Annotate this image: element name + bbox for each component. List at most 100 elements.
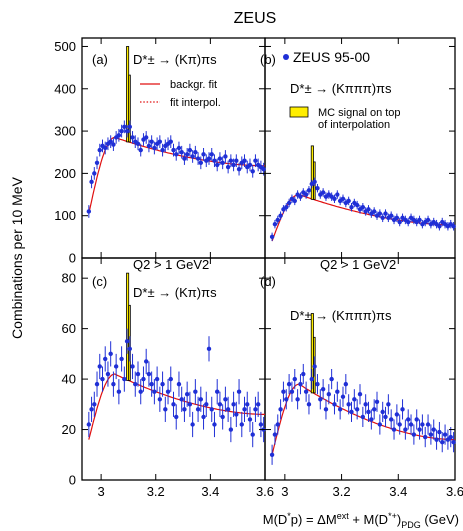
- panel-d-point: [298, 381, 303, 387]
- panel-a-point: [190, 154, 195, 159]
- legend-data-label: ZEUS 95-00: [293, 49, 370, 65]
- panel-c-q2: Q2 > 1 GeV2: [133, 257, 209, 272]
- panel-d-point: [408, 422, 414, 427]
- panel-d-point: [340, 394, 346, 399]
- panel-c-point: [198, 397, 204, 402]
- panel-c-point: [228, 427, 234, 432]
- panel-a-point: [212, 158, 217, 163]
- panel-b-point: [269, 234, 275, 240]
- panel-b-point: [406, 219, 411, 225]
- panel-a-label: (a): [92, 52, 108, 67]
- panel-c-point: [223, 397, 228, 402]
- panel-c-point: [119, 356, 124, 362]
- panel-a-point: [236, 166, 242, 172]
- panel-c-point: [154, 376, 160, 382]
- panel-c-point: [239, 422, 244, 427]
- panel-d-point: [301, 371, 306, 377]
- panel-d-point: [326, 392, 332, 397]
- panel-c-point: [212, 422, 217, 427]
- panel-a-point: [209, 152, 214, 157]
- panel-b-point: [360, 205, 366, 210]
- panel-d-point: [406, 417, 411, 422]
- panel-d-point: [386, 402, 391, 407]
- panel-d-point: [295, 397, 300, 402]
- panel-a-point: [220, 160, 225, 166]
- panel-c-ytick-label: 0: [69, 473, 76, 488]
- panel-d-point: [292, 376, 297, 382]
- panel-c-point: [160, 381, 165, 387]
- panel-b-point: [332, 196, 337, 201]
- panel-b-point: [354, 202, 360, 208]
- panel-c-point: [163, 407, 168, 412]
- panel-b-point: [397, 219, 402, 225]
- panel-d-point: [369, 417, 374, 422]
- panel-a-point: [89, 179, 94, 185]
- panel-c-point: [100, 376, 105, 382]
- panel-c-ytick-label: 60: [62, 321, 76, 336]
- panel-c-point: [225, 407, 231, 412]
- panel-d-point: [394, 412, 400, 417]
- panel-c-point: [146, 371, 152, 377]
- panel-d-point: [423, 434, 428, 440]
- panel-a-point: [135, 141, 141, 146]
- panel-c-point: [184, 392, 190, 397]
- panel-d-point: [284, 397, 289, 402]
- panel-d-point: [281, 389, 286, 394]
- panel-d-point: [303, 389, 309, 394]
- panel-a-ytick-label: 500: [54, 39, 76, 54]
- panel-b-point: [349, 205, 354, 210]
- panel-a-point: [174, 152, 179, 157]
- panel-a-point: [97, 147, 102, 153]
- panel-c-point: [143, 359, 149, 364]
- panel-d-point: [354, 407, 360, 412]
- legend-mc-line2: of interpolation: [318, 119, 390, 131]
- panel-a-point: [215, 162, 220, 168]
- panel-a-point: [231, 162, 236, 168]
- panel-c-ytick-label: 40: [62, 372, 76, 387]
- panel-d-point: [383, 414, 388, 420]
- panel-a-point: [130, 135, 135, 140]
- panel-d-xtick-label: 3.6: [446, 484, 463, 499]
- panel-b-point: [394, 215, 400, 221]
- panel-c-point: [122, 376, 127, 382]
- panel-c-point: [209, 407, 214, 412]
- panel-b-point: [275, 217, 280, 223]
- panel-c-point: [130, 364, 135, 369]
- panel-c-point: [253, 407, 258, 412]
- panel-a-point: [103, 145, 108, 151]
- panel-d-point: [374, 399, 380, 404]
- panel-d-point: [440, 439, 445, 445]
- panel-c-point: [234, 412, 239, 417]
- panel-b-point: [303, 192, 309, 197]
- panel-b-frame: [264, 37, 456, 259]
- panel-a-point: [127, 124, 132, 130]
- tick-layer: 0 100 200 300 400 500 0 20 40 60 80 3 3.2 3.4 3.6 3 3.2 3…: [54, 38, 463, 499]
- panel-b-point: [286, 200, 292, 206]
- panel-c-point: [255, 402, 261, 407]
- panel-d-point: [420, 422, 425, 427]
- panel-c-point: [94, 381, 100, 387]
- panel-b-point: [383, 211, 388, 216]
- panel-d-point: [391, 427, 397, 432]
- panel-d-point: [349, 409, 354, 415]
- panel-d-point: [312, 364, 317, 369]
- panel-d-point: [337, 407, 343, 412]
- panel-b-point: [437, 224, 442, 229]
- panel-d-xtick-label: 3: [281, 484, 288, 499]
- panel-b-point: [292, 198, 297, 204]
- panel-d-point: [442, 432, 448, 437]
- panel-d-point: [403, 427, 408, 432]
- panel-a-ytick-label: 0: [69, 251, 76, 266]
- panel-a-point: [193, 150, 198, 155]
- panel-c-point: [105, 371, 111, 377]
- panel-c-point: [86, 422, 92, 427]
- panel-c-point: [135, 371, 141, 377]
- panel-a-point: [182, 156, 187, 161]
- panel-a-point: [217, 156, 223, 161]
- panel-a-point: [108, 139, 113, 144]
- panel-b-point: [451, 224, 456, 229]
- panel-d-q2: Q2 > 1 GeV2: [320, 257, 396, 272]
- panel-d-point: [335, 389, 340, 394]
- panel-b-point: [315, 185, 320, 191]
- panel-d-point: [329, 376, 334, 382]
